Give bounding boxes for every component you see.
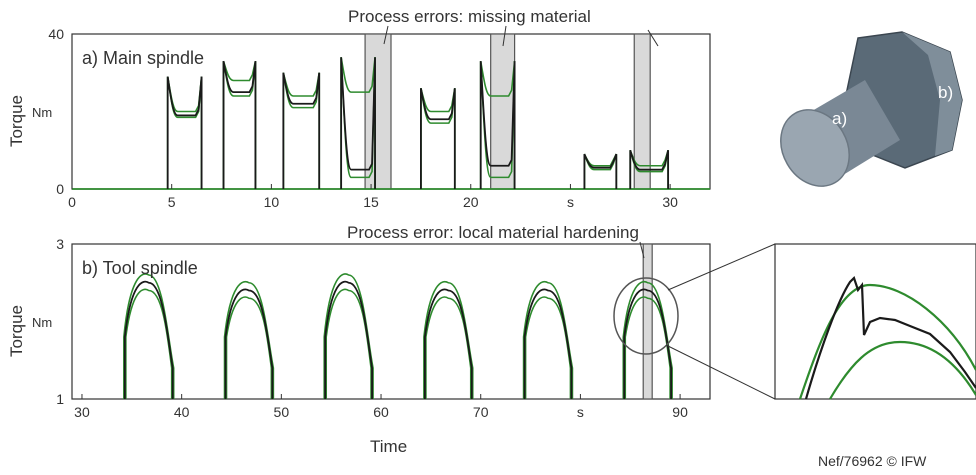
main-spindle-ylabel: Torque (7, 95, 26, 147)
tool-spindle-yunit: Nm (32, 315, 52, 330)
main-spindle-signal-line (629, 149, 670, 189)
zoom-signal-line (804, 275, 976, 400)
main-spindle-signal-line (479, 61, 516, 189)
tool-spindle-title: b) Tool spindle (82, 258, 198, 278)
zoom-inset (774, 243, 976, 400)
main-spindle-upper-envelope (222, 60, 257, 189)
main-spindle-title: a) Main spindle (82, 48, 204, 68)
tool-spindle-ylabel: Torque (7, 305, 26, 357)
main-error-annotation: Process errors: missing material (348, 7, 591, 26)
tool-spindle-ytick-label: 1 (56, 391, 64, 407)
tool-spindle-signal-line (123, 280, 174, 399)
tool-spindle-plot-frame (71, 243, 711, 400)
main-spindle-upper-envelope (583, 153, 618, 189)
tool-spindle-xtick-label: s (577, 404, 584, 420)
tool-spindle-xtick-label: 60 (373, 404, 389, 420)
main-spindle-signal-line (583, 153, 618, 189)
main-spindle-signal-line (282, 72, 321, 189)
main-spindle-xtick-label: 15 (363, 194, 379, 210)
tool-spindle-lower-envelope (325, 288, 372, 399)
main-spindle-yunit: Nm (32, 105, 52, 120)
tool-spindle-chart: 30 40 50 60 70 s 90 1 3 b) Tool spindle Torque N… (7, 236, 711, 456)
tool-spindle-xlabel: Time (370, 437, 407, 456)
main-spindle-chart: 0 5 10 15 20 s 30 0 40 a) Main spindle Torque Nm (7, 26, 711, 210)
tool-spindle-xtick-label: 70 (473, 404, 489, 420)
part-label-b: b) (938, 83, 953, 102)
main-spindle-upper-envelope (166, 76, 203, 189)
main-spindle-upper-envelope (282, 72, 321, 189)
main-spindle-xtick-label: 10 (264, 194, 280, 210)
zoom-connector-top (667, 243, 776, 291)
tool-spindle-lower-envelope (225, 296, 273, 399)
tool-spindle-error-band (642, 243, 653, 400)
workpiece-illustration: a) b) (780, 31, 963, 187)
tool-spindle-upper-envelope (323, 273, 374, 399)
tool-spindle-xtick-label: 30 (74, 404, 90, 420)
main-spindle-signal-line (340, 57, 376, 189)
zoom-lower-envelope (829, 340, 976, 400)
zoom-connector-bottom (665, 344, 776, 400)
tool-spindle-lower-envelope (125, 288, 173, 399)
main-spindle-upper-envelope (420, 88, 456, 189)
main-spindle-xtick-label: 5 (168, 194, 176, 210)
tool-spindle-xtick-label: 40 (174, 404, 190, 420)
main-spindle-signal-line (420, 88, 456, 189)
workpiece-hex-face (902, 32, 962, 156)
main-spindle-xtick-label: 20 (463, 194, 479, 210)
workpiece-shaft-end (780, 109, 850, 187)
part-label-a: a) (832, 109, 847, 128)
tool-spindle-lower-envelope (524, 296, 572, 399)
annotation-leader-4 (639, 241, 645, 259)
tool-spindle-lower-envelope (425, 296, 472, 399)
tool-spindle-upper-envelope (123, 273, 175, 399)
tool-spindle-signal-line (224, 288, 274, 399)
main-spindle-lower-envelope (420, 88, 456, 189)
main-spindle-lower-envelope (166, 76, 203, 189)
tool-spindle-signal-line (423, 288, 473, 399)
tool-spindle-signal-line (324, 280, 373, 399)
tool-spindle-upper-envelope (223, 280, 275, 399)
annotation-leader-1 (383, 25, 389, 45)
annotation-leader-2 (502, 25, 507, 47)
tool-spindle-upper-envelope (423, 280, 474, 399)
tool-spindle-upper-envelope (522, 280, 574, 399)
main-spindle-lower-envelope (583, 153, 618, 189)
zoom-inset-frame (774, 243, 976, 400)
main-spindle-ytick-label: 40 (48, 26, 64, 42)
main-spindle-xtick-label: 30 (662, 194, 678, 210)
main-spindle-xtick-label: 0 (68, 194, 76, 210)
tool-spindle-xtick-label: 90 (672, 404, 688, 420)
main-spindle-xtick-label: s (567, 194, 574, 210)
main-spindle-ytick-label: 0 (56, 181, 64, 197)
zoom-circle (613, 277, 679, 355)
footer-credit: Nef/76962 © IFW (818, 453, 927, 469)
zoom-upper-envelope (798, 283, 976, 400)
tool-spindle-signal-line (523, 288, 573, 399)
tool-spindle-ytick-label: 3 (56, 236, 64, 252)
tool-spindle-xtick-label: 50 (274, 404, 290, 420)
main-spindle-signal-line (222, 60, 257, 189)
tool-error-annotation: Process error: local material hardening (347, 223, 639, 242)
main-spindle-error-band (364, 33, 392, 190)
main-spindle-signal-line (166, 76, 203, 189)
annotation-leader-3 (647, 29, 659, 47)
